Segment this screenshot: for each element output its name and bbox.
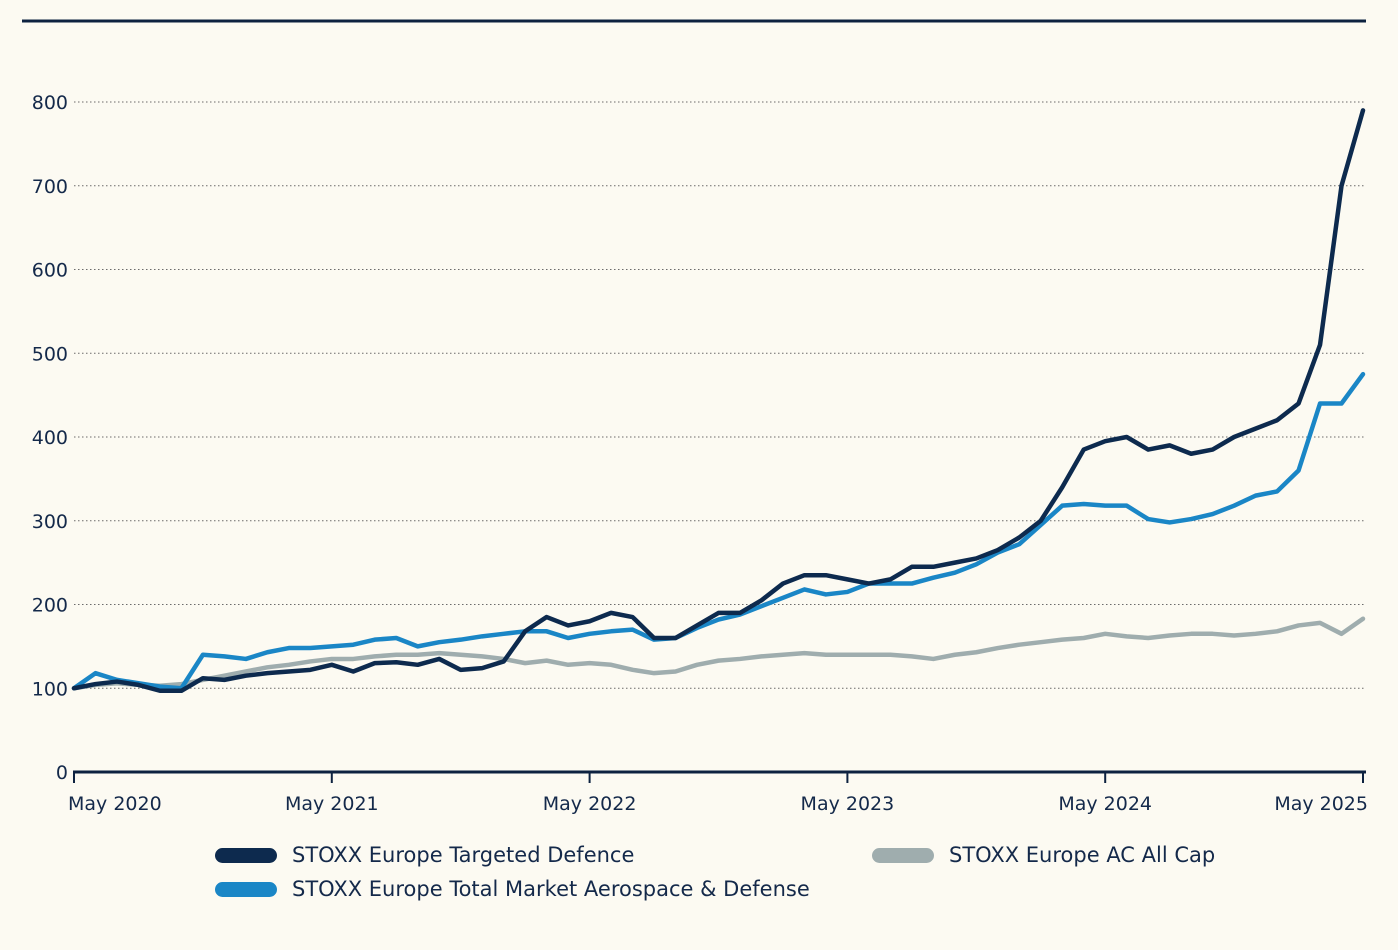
x-tick-label: May 2022: [543, 793, 637, 815]
legend-swatch: [215, 882, 277, 897]
y-tick-label: 500: [32, 343, 68, 365]
legend-swatch: [872, 848, 934, 863]
legend-label: STOXX Europe AC All Cap: [949, 843, 1215, 867]
y-tick-label: 400: [32, 427, 68, 449]
x-axis: May 2020 May 2021 May 2022 May 2023 May 2024…: [68, 770, 1368, 815]
y-tick-label: 0: [56, 762, 68, 784]
x-tick-label: May 2020: [68, 793, 162, 815]
legend: STOXX Europe Targeted Defence STOXX Europ…: [215, 843, 1215, 901]
gridlines: [74, 101, 1366, 689]
x-tick-label: May 2025: [1274, 793, 1368, 815]
legend-label: STOXX Europe Total Market Aerospace & De…: [292, 877, 810, 901]
series-lines: [71, 108, 1366, 694]
y-tick-label: 600: [32, 260, 68, 282]
y-tick-label: 200: [32, 595, 68, 617]
x-tick-label: May 2023: [801, 793, 895, 815]
series-line-2: [71, 616, 1366, 691]
series-line-0: [71, 108, 1366, 694]
y-tick-label: 800: [32, 92, 68, 114]
y-axis: 0 100 200 300 400 500 600 700 800: [32, 92, 68, 784]
legend-label: STOXX Europe Targeted Defence: [292, 843, 634, 867]
legend-swatch: [215, 848, 277, 863]
y-tick-label: 700: [32, 176, 68, 198]
x-tick-label: May 2024: [1058, 793, 1152, 815]
series-line-1: [71, 371, 1366, 691]
x-tick-label: May 2021: [285, 793, 379, 815]
y-tick-label: 100: [32, 678, 68, 700]
y-tick-label: 300: [32, 511, 68, 533]
